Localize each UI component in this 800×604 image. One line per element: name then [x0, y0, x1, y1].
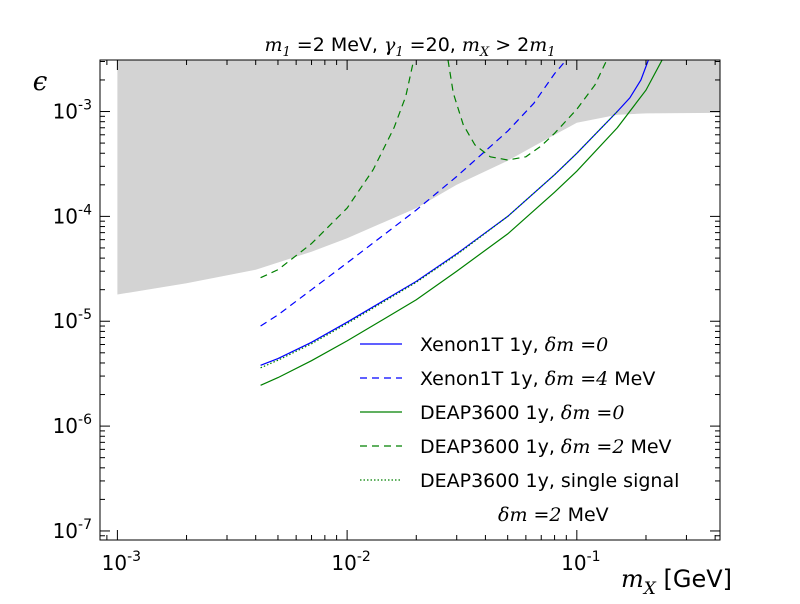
legend-label-3: DEAP3600 1y, δm =2 MeV — [420, 436, 672, 458]
y-tick-label-2: 10-5 — [53, 307, 92, 333]
legend-label-2: DEAP3600 1y, δm =0 — [420, 402, 624, 424]
series-line-5 — [260, 111, 618, 369]
legend: Xenon1T 1y, δm =0 Xenon1T 1y, δm =4 MeV DE… — [360, 334, 679, 526]
x-axis-label: mX [GeV] — [621, 565, 732, 599]
x-tick-label-0: 10-3 — [102, 549, 141, 575]
axis-ticks: 10-3 10-2 10-1 10-7 10-6 10-5 10-4 10-3 — [53, 60, 720, 575]
legend-label-5: DEAP3600 1y, single signal — [420, 470, 679, 492]
chart-title: m1 =2 MeV, γ1 =20, mX > 2m1 — [264, 34, 555, 60]
y-tick-label-0: 10-7 — [53, 517, 92, 543]
x-tick-label-1: 10-2 — [331, 549, 370, 575]
plot-frame — [99, 59, 721, 541]
series-line-4 — [447, 60, 608, 161]
excluded-region — [117, 60, 720, 295]
series-line-2 — [260, 60, 663, 386]
series-line-3 — [260, 60, 415, 279]
series-line-1 — [260, 60, 567, 327]
plot-area — [117, 60, 720, 386]
y-tick-label-4: 10-3 — [53, 98, 92, 124]
x-tick-label-2: 10-1 — [561, 549, 600, 575]
y-tick-label-1: 10-6 — [53, 412, 93, 438]
legend-label-5-line2: δm =2 MeV — [498, 504, 609, 526]
y-tick-label-3: 10-4 — [53, 202, 93, 228]
y-axis-label: ϵ — [33, 67, 48, 97]
legend-label-1: Xenon1T 1y, δm =4 MeV — [420, 368, 655, 390]
legend-label-0: Xenon1T 1y, δm =0 — [420, 334, 608, 356]
